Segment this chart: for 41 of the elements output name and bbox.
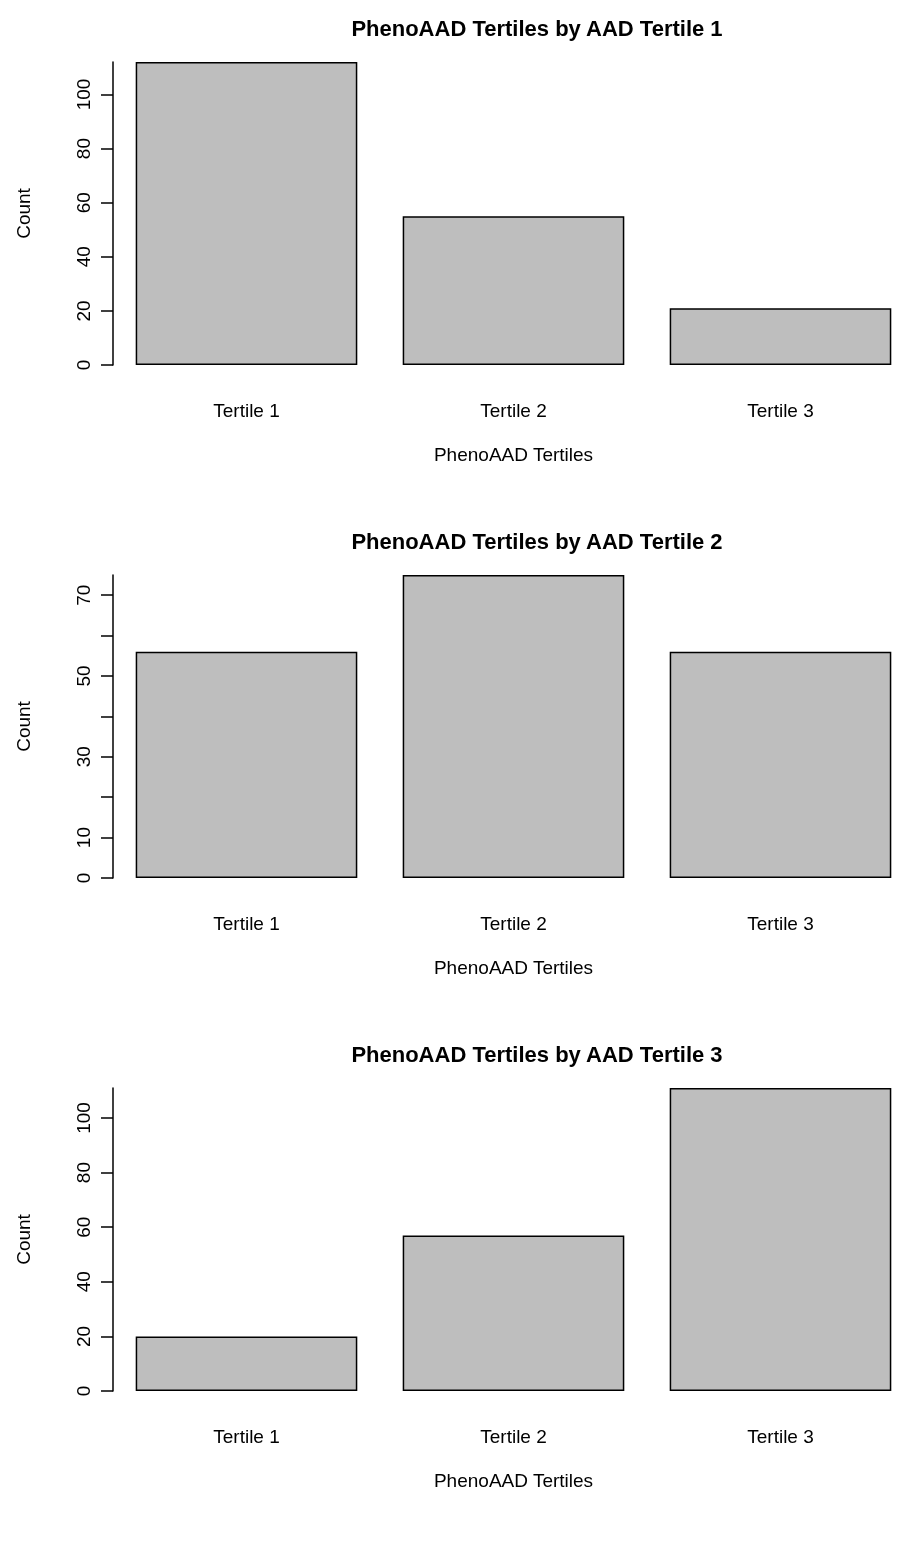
y-tick-label: 30	[73, 746, 94, 768]
y-tick-label: 100	[73, 78, 94, 111]
bar	[402, 216, 625, 365]
bar	[135, 62, 358, 365]
y-tick-label: 0	[73, 872, 94, 884]
x-tick-label: Tertile 1	[213, 1426, 280, 1447]
x-tick-label: Tertile 3	[747, 400, 814, 421]
x-tick-label: Tertile 2	[480, 913, 547, 934]
y-axis-title: Count	[13, 700, 34, 752]
chart-title: PhenoAAD Tertiles by AAD Tertile 2	[351, 528, 723, 554]
x-tick-label: Tertile 1	[213, 400, 280, 421]
x-tick-label: Tertile 3	[747, 913, 814, 934]
x-axis-title: PhenoAAD Tertiles	[433, 957, 594, 978]
y-axis-title: Count	[13, 1213, 34, 1265]
y-tick-label: 100	[73, 1102, 94, 1134]
x-tick-label: Tertile 1	[213, 913, 280, 934]
bar	[669, 308, 892, 365]
x-axis-title: PhenoAAD Tertiles	[433, 444, 594, 465]
y-tick-label: 60	[73, 1216, 94, 1238]
x-tick-label: Tertile 2	[480, 1426, 547, 1447]
y-tick-label: 20	[73, 300, 94, 322]
x-tick-label: Tertile 3	[747, 1426, 814, 1447]
y-tick-label: 60	[73, 192, 94, 214]
chart-title: PhenoAAD Tertiles by AAD Tertile 3	[351, 1041, 723, 1067]
y-tick-label: 20	[73, 1325, 94, 1347]
y-tick-label: 40	[73, 246, 94, 268]
y-tick-label: 80	[73, 138, 94, 160]
y-tick-label: 80	[73, 1162, 94, 1184]
y-tick-label: 70	[73, 584, 94, 606]
bar	[669, 1088, 892, 1391]
y-tick-label: 40	[73, 1271, 94, 1293]
y-tick-label: 0	[73, 359, 94, 371]
y-axis-title: Count	[13, 187, 34, 239]
bar	[135, 1336, 358, 1391]
bar	[402, 1235, 625, 1391]
chart-title: PhenoAAD Tertiles by AAD Tertile 1	[351, 15, 723, 41]
y-tick-label: 0	[73, 1385, 94, 1397]
x-axis-title: PhenoAAD Tertiles	[433, 1470, 594, 1491]
y-tick-label: 50	[73, 665, 94, 687]
y-tick-label: 10	[73, 827, 94, 849]
x-tick-label: Tertile 2	[480, 400, 547, 421]
